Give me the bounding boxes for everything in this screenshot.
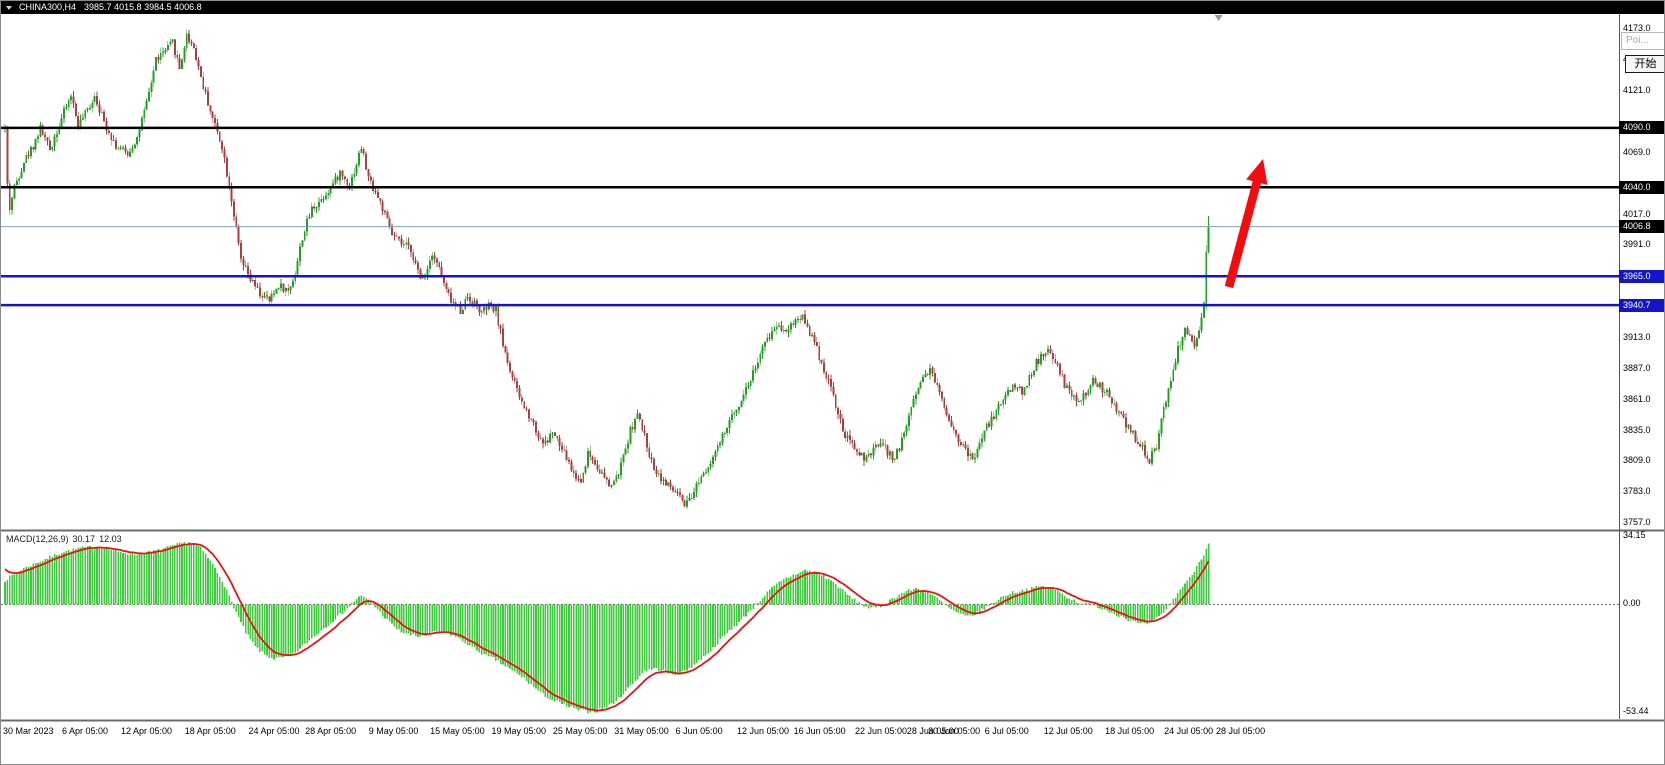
price-scale-label: 3835.0 [1623,424,1651,435]
time-label: 24 Apr 05:00 [248,726,300,736]
time-label: 22 Jun 05:00 [854,726,907,736]
hline-badge-4090.0[interactable]: 4090.0 [1619,121,1664,135]
time-label: 12 Jul 05:00 [1043,726,1093,736]
macd-main-value: 30.17 [72,534,96,544]
time-label: 16 Jun 05:00 [793,726,846,736]
price-scale-label: 3783.0 [1623,486,1651,497]
price-scale-label: 4069.0 [1623,146,1651,157]
time-label: 6 Jun 05:00 [675,726,723,736]
time-scale[interactable]: 30 Mar 2023 6 Apr 05:00 12 Apr 05:00 18 Apr… [1,721,1619,743]
time-label: 24 Jul 05:00 [1164,726,1214,736]
poi-tooltip: Poi... [1621,32,1664,50]
chart-symbol-timeframe: CHINA300,H4 [19,2,77,12]
time-label: 28 Apr 05:00 [305,726,357,736]
chart-shift-marker-icon[interactable] [1214,15,1223,21]
price-scale-label: 4017.0 [1623,208,1651,219]
macd-indicator-label: MACD(12,26,9) 30.17 12.03 [6,534,126,544]
time-label: 25 May 05:00 [552,726,608,736]
price-scale-label: 4121.0 [1623,85,1651,96]
macd-scale-label: -53.44 [1623,705,1649,716]
price-scale-label: 3809.0 [1623,455,1651,466]
hline-badge-4040.0[interactable]: 4040.0 [1619,180,1664,194]
time-label: 31 May 05:00 [614,726,669,736]
price-scale-label: 3991.0 [1623,239,1651,250]
candles [4,29,1210,509]
time-label: 9 May 05:00 [368,726,419,736]
macd-signal-value: 12.03 [99,534,122,544]
chart-titlebar: CHINA300,H4 3985.7 4015.8 3984.5 4006.8 [1,1,1664,14]
time-label: 12 Jun 05:00 [736,726,789,736]
price-scale-label: 3757.0 [1623,517,1651,528]
time-label: 15 May 05:00 [430,726,485,736]
hline-badge-3940.7[interactable]: 3940.7 [1619,298,1664,312]
price-scale[interactable]: 4173.04147.04121.04069.04017.03991.03913… [1619,1,1664,764]
time-label: 6 Jul 05:00 [984,726,1029,736]
time-label: 30 Mar 2023 [3,726,54,736]
time-label: 19 May 05:00 [491,726,547,736]
start-button[interactable]: 开始 [1625,55,1664,73]
chart-ohlc-values: 3985.7 4015.8 3984.5 4006.8 [84,2,202,12]
macd-signal-line [4,542,1210,712]
hline-badge-3965.0[interactable]: 3965.0 [1619,269,1664,283]
time-label: 28 Jul 05:00 [1216,726,1266,736]
time-label: 18 Jul 05:00 [1105,726,1155,736]
macd-name: MACD(12,26,9) [6,534,69,544]
current-price-badge: 4006.8 [1619,220,1664,234]
time-label: 12 Apr 05:00 [121,726,173,736]
macd-scale-label: 34.15 [1623,529,1646,540]
price-scale-label: 3861.0 [1623,393,1651,404]
macd-histogram [4,542,1210,714]
macd-scale-label: 0.00 [1623,598,1641,609]
time-label: 28 Jun 05:00 [906,726,959,736]
annotation-arrow[interactable] [1224,159,1268,289]
time-label: 30 Jun 05:00 [928,726,981,736]
price-scale-label: 3913.0 [1623,331,1651,342]
time-label: 6 Apr 05:00 [62,726,109,736]
price-scale-label: 4173.0 [1623,23,1651,34]
chevron-down-icon[interactable] [6,5,12,10]
time-label: 18 Apr 05:00 [184,726,236,736]
price-scale-label: 3887.0 [1623,362,1651,373]
